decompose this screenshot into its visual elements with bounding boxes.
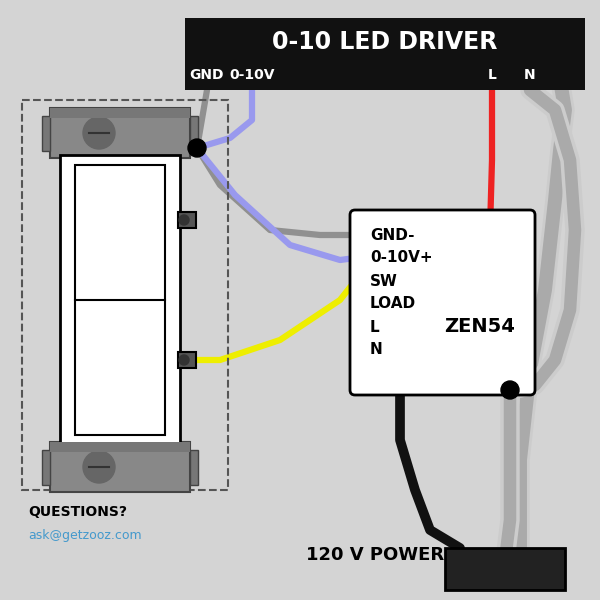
Text: SW: SW xyxy=(370,274,398,289)
Bar xyxy=(50,442,190,452)
Bar xyxy=(50,108,190,158)
Text: 0-10V: 0-10V xyxy=(229,68,275,82)
Text: ask@getzooz.com: ask@getzooz.com xyxy=(28,529,142,541)
Circle shape xyxy=(179,215,189,225)
Text: LOAD: LOAD xyxy=(370,296,416,311)
Text: ZEN54: ZEN54 xyxy=(445,317,515,337)
Text: 0-10V+: 0-10V+ xyxy=(370,251,433,265)
Bar xyxy=(190,115,198,151)
Text: L: L xyxy=(488,68,496,82)
Circle shape xyxy=(188,139,206,157)
Bar xyxy=(42,115,50,151)
Bar xyxy=(60,155,180,445)
Text: 0-10 LED DRIVER: 0-10 LED DRIVER xyxy=(272,30,497,54)
Text: L: L xyxy=(370,319,380,335)
Circle shape xyxy=(179,355,189,365)
Text: 120 V POWER: 120 V POWER xyxy=(306,546,444,564)
Bar xyxy=(50,442,190,492)
Text: GND-: GND- xyxy=(370,227,415,242)
Circle shape xyxy=(83,451,115,483)
Circle shape xyxy=(501,381,519,399)
Text: N: N xyxy=(370,343,383,358)
Bar xyxy=(185,18,585,90)
Text: N: N xyxy=(524,68,536,82)
Bar xyxy=(50,108,190,118)
FancyBboxPatch shape xyxy=(350,210,535,395)
Bar xyxy=(445,548,565,590)
Text: QUESTIONS?: QUESTIONS? xyxy=(28,505,127,519)
Bar xyxy=(42,449,50,485)
Circle shape xyxy=(83,117,115,149)
Bar xyxy=(75,165,165,435)
Bar xyxy=(178,212,196,228)
Bar xyxy=(178,352,196,368)
Bar xyxy=(22,100,228,490)
Text: GND: GND xyxy=(190,68,224,82)
Bar xyxy=(190,449,198,485)
